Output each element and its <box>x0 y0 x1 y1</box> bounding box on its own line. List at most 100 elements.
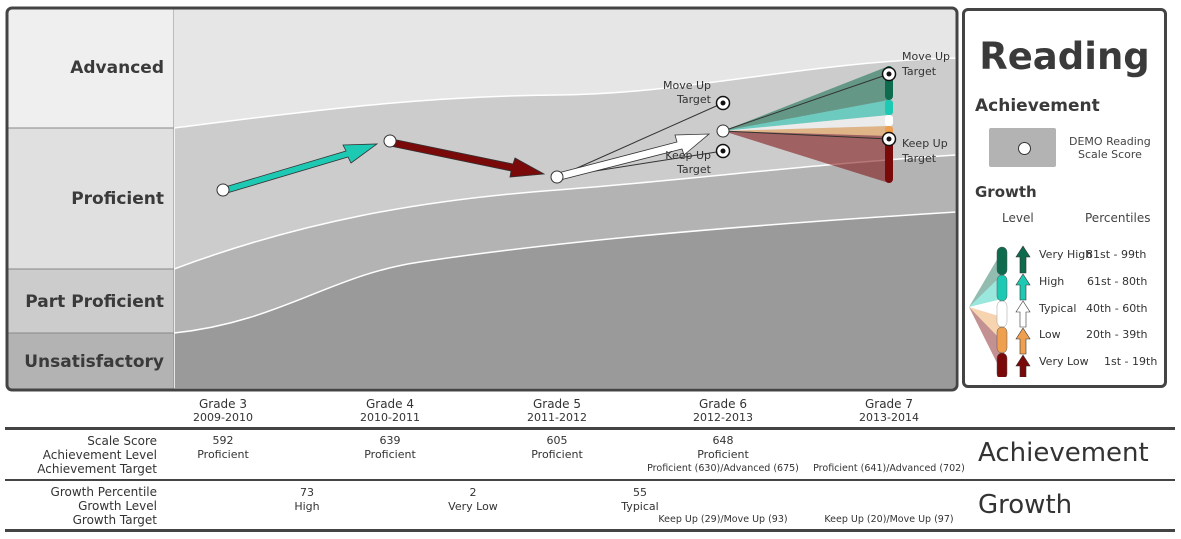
growth-arrow-high <box>224 143 379 194</box>
growth-percentile-g3-g4: 73 <box>300 486 314 499</box>
level-cell-unsatisfactory <box>7 332 175 390</box>
line-g6-keep-up <box>722 130 890 140</box>
growth-arrow-typical <box>557 133 711 181</box>
line-g5-move-up <box>556 102 724 178</box>
achievement-level-grade-3: Proficient <box>197 448 249 461</box>
bar-high <box>885 100 893 115</box>
achievement-target-grade-7: Proficient (641)/Advanced (702) <box>813 463 965 474</box>
legend-panel: Reading Achievement DEMO Reading Scale S… <box>962 8 1167 388</box>
target-label-g7-keep-up-1: Keep Up <box>902 137 948 150</box>
growth-level-g3-g4: High <box>294 500 320 513</box>
growth-projection-fans <box>723 66 893 183</box>
legend-arrow-very-high-icon <box>1015 245 1031 274</box>
legend-row-very-high-pct: 81st - 99th <box>1086 248 1147 261</box>
target-label-g7-move-up-1: Move Up <box>902 50 950 63</box>
score-dot-grade-3[interactable] <box>216 183 230 197</box>
row-label-growth-level: Growth Level <box>78 499 157 513</box>
grade-label-4: Grade 4 2010-2011 <box>360 397 420 424</box>
level-label-part-proficient: Part Proficient <box>25 292 164 312</box>
legend-arrow-typical-icon <box>1015 300 1031 328</box>
legend-growth-title: Growth <box>975 183 1037 201</box>
achievement-target-grade-6: Proficient (630)/Advanced (675) <box>647 463 799 474</box>
grade-label-6: Grade 6 2012-2013 <box>693 397 753 424</box>
target-marker-g7-keep-up <box>881 131 897 147</box>
legend-row-low-level: Low <box>1039 328 1061 341</box>
level-cell-part-proficient <box>7 268 175 334</box>
band-unsatisfactory <box>174 211 956 389</box>
scale-score-grade-4: 639 <box>379 434 401 447</box>
legend-level-header: Level <box>1002 211 1034 225</box>
achievement-level-grade-5: Proficient <box>531 448 583 461</box>
legend-row-very-low-level: Very Low <box>1039 355 1089 368</box>
legend-row-typical-pct: 40th - 60th <box>1086 302 1148 315</box>
growth-percentile-g5-g6: 55 <box>633 486 647 499</box>
legend-growth-graphic <box>969 245 1031 377</box>
table-rule-top <box>5 427 1175 430</box>
achievement-level-grade-6: Proficient <box>697 448 749 461</box>
legend-arrow-low-icon <box>1015 327 1031 355</box>
row-label-growth-target: Growth Target <box>72 513 157 527</box>
subject-title: Reading <box>979 35 1150 78</box>
level-label-advanced: Advanced <box>70 58 164 78</box>
legend-arrow-very-low-icon <box>1015 354 1031 377</box>
level-cell-advanced <box>7 8 175 129</box>
growth-percentile-g4-g5: 2 <box>469 486 477 499</box>
legend-percentiles-header: Percentiles <box>1085 211 1151 225</box>
fan-typical <box>723 115 889 131</box>
scale-score-grade-5: 605 <box>546 434 568 447</box>
fan-very-low <box>723 131 889 183</box>
target-marker-g7-move-up <box>881 66 897 82</box>
legend-row-low-pct: 20th - 39th <box>1086 328 1148 341</box>
score-dot-grade-4[interactable] <box>383 134 397 148</box>
legend-row-very-low-pct: 1st - 19th <box>1104 355 1158 368</box>
bar-very-low <box>885 136 893 183</box>
level-cell-proficient <box>7 127 175 270</box>
level-label-proficient: Proficient <box>71 189 164 209</box>
bar-typical <box>885 115 893 126</box>
scale-score-dot-icon <box>1018 142 1031 155</box>
legend-row-typical-level: Typical <box>1039 302 1077 315</box>
table-rule-middle <box>5 479 1175 481</box>
row-label-achievement-target: Achievement Target <box>37 462 157 476</box>
target-label-g6-keep-up-1: Keep Up <box>665 149 711 162</box>
legend-row-high-level: High <box>1039 275 1065 288</box>
scale-score-label-1: DEMO Reading <box>1069 135 1151 148</box>
row-label-growth-percentile: Growth Percentile <box>50 485 157 499</box>
achievement-growth-chart: Move Up Target Keep Up Target Move Up Ta… <box>5 6 959 392</box>
growth-level-g5-g6: Typical <box>621 500 659 513</box>
target-label-g7-keep-up-2: Target <box>901 152 937 165</box>
legend-row-high-pct: 61st - 80th <box>1087 275 1148 288</box>
fan-low <box>723 126 889 136</box>
chart-frame <box>5 6 959 392</box>
table-rule-bottom <box>5 529 1175 532</box>
fan-very-high <box>723 66 889 131</box>
achievement-level-grade-4: Proficient <box>364 448 416 461</box>
growth-target-g6: Keep Up (29)/Move Up (93) <box>658 514 788 525</box>
level-label-unsatisfactory: Unsatisfactory <box>24 352 164 372</box>
target-label-g6-move-up-1: Move Up <box>663 79 711 92</box>
target-label-g7-move-up-2: Target <box>901 65 937 78</box>
score-dot-grade-5[interactable] <box>550 170 564 184</box>
growth-level-g4-g5: Very Low <box>448 500 498 513</box>
target-marker-g6-keep-up <box>715 143 731 159</box>
grade-label-5: Grade 5 2011-2012 <box>527 397 587 424</box>
scale-score-label-2: Scale Score <box>1078 148 1142 161</box>
scale-score-grade-6: 648 <box>712 434 734 447</box>
grade-label-3: Grade 3 2009-2010 <box>193 397 253 424</box>
legend-achievement-title: Achievement <box>975 96 1100 116</box>
growth-target-g7: Keep Up (20)/Move Up (97) <box>824 514 954 525</box>
row-label-scale-score: Scale Score <box>87 434 157 448</box>
target-label-g6-keep-up-2: Target <box>676 163 712 176</box>
target-label-g6-move-up-2: Target <box>676 93 712 106</box>
target-marker-g6-move-up <box>715 95 731 111</box>
legend-row-very-high-level: Very High <box>1039 248 1093 261</box>
line-g6-move-up <box>722 73 890 132</box>
row-label-achievement-level: Achievement Level <box>42 448 157 462</box>
growth-arrow-very-low <box>389 138 546 178</box>
grade-label-7: Grade 7 2013-2014 <box>859 397 919 424</box>
scale-score-grade-3: 592 <box>212 434 234 447</box>
table-achievement-title: Achievement <box>978 438 1149 468</box>
fan-high <box>723 100 889 131</box>
score-dot-grade-6[interactable] <box>716 124 730 138</box>
table-growth-title: Growth <box>978 490 1073 520</box>
